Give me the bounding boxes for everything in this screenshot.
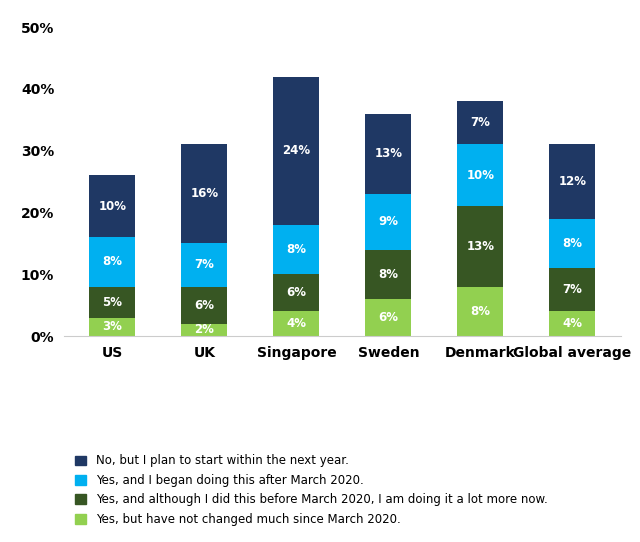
Text: 10%: 10%: [99, 200, 126, 213]
Text: 8%: 8%: [470, 305, 490, 318]
Bar: [458, 101, 504, 145]
Text: 7%: 7%: [470, 117, 490, 130]
Bar: [458, 207, 504, 287]
Bar: [365, 194, 412, 249]
Bar: [90, 318, 135, 336]
Bar: [273, 225, 319, 274]
Text: 8%: 8%: [563, 237, 582, 250]
Text: 6%: 6%: [286, 286, 307, 299]
Text: 13%: 13%: [467, 240, 495, 253]
Text: 2%: 2%: [195, 324, 214, 337]
Bar: [365, 299, 412, 336]
Bar: [273, 274, 319, 311]
Text: 8%: 8%: [102, 255, 122, 268]
Text: 16%: 16%: [190, 188, 218, 201]
Bar: [550, 145, 595, 218]
Bar: [273, 311, 319, 336]
Text: 7%: 7%: [563, 283, 582, 296]
Text: 24%: 24%: [282, 144, 310, 157]
Text: 4%: 4%: [563, 317, 582, 330]
Bar: [90, 287, 135, 318]
Text: 5%: 5%: [102, 295, 122, 308]
Text: 13%: 13%: [374, 147, 403, 160]
Bar: [365, 249, 412, 299]
Bar: [90, 176, 135, 237]
Bar: [458, 145, 504, 207]
Bar: [181, 243, 227, 287]
Text: 9%: 9%: [378, 215, 399, 228]
Bar: [181, 145, 227, 243]
Text: 8%: 8%: [378, 268, 399, 281]
Text: 3%: 3%: [102, 320, 122, 333]
Bar: [273, 76, 319, 225]
Bar: [181, 287, 227, 324]
Bar: [550, 311, 595, 336]
Bar: [181, 324, 227, 336]
Bar: [458, 287, 504, 336]
Text: 10%: 10%: [467, 169, 495, 182]
Legend: No, but I plan to start within the next year., Yes, and I began doing this after: No, but I plan to start within the next …: [70, 450, 552, 531]
Text: 7%: 7%: [195, 259, 214, 272]
Text: 8%: 8%: [286, 243, 307, 256]
Bar: [550, 268, 595, 311]
Bar: [550, 218, 595, 268]
Text: 6%: 6%: [378, 311, 399, 324]
Bar: [90, 237, 135, 287]
Text: 6%: 6%: [195, 299, 214, 312]
Text: 4%: 4%: [286, 317, 307, 330]
Text: 12%: 12%: [559, 175, 586, 188]
Bar: [365, 114, 412, 194]
